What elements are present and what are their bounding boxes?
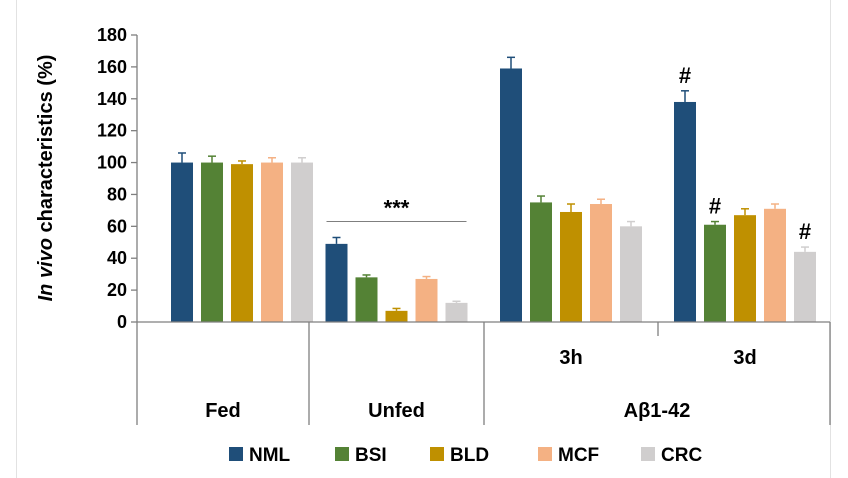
bar bbox=[415, 278, 438, 322]
bar bbox=[231, 164, 253, 322]
group-label: Unfed bbox=[368, 400, 425, 422]
annotations: *** # # # bbox=[326, 63, 811, 244]
y-tick-label: 180 bbox=[97, 25, 127, 45]
bar bbox=[620, 226, 642, 322]
y-axis-label-italic: In vivo bbox=[35, 238, 57, 301]
legend-label: CRC bbox=[661, 445, 702, 466]
legend-swatch bbox=[229, 447, 243, 461]
y-axis-ticks: 0 20 40 60 80 100 120 140 160 180 bbox=[97, 25, 138, 332]
bars bbox=[171, 68, 816, 322]
bar bbox=[171, 162, 193, 322]
y-tick-label: 140 bbox=[97, 89, 127, 109]
bar bbox=[291, 162, 313, 322]
significance-marker: *** bbox=[384, 196, 410, 221]
x-axis: 3h 3d Fed Unfed Aβ1-42 bbox=[136, 321, 831, 425]
group-label: Aβ1-42 bbox=[624, 400, 691, 422]
legend-label: NML bbox=[249, 445, 291, 466]
bar bbox=[355, 277, 378, 322]
bar bbox=[704, 224, 726, 322]
group-label: Fed bbox=[205, 400, 241, 422]
frame-left-border bbox=[16, 0, 17, 478]
y-tick-label: 0 bbox=[117, 312, 127, 332]
legend-swatch bbox=[538, 447, 552, 461]
y-axis-label: In vivo characteristics (%) bbox=[35, 55, 57, 302]
legend-swatch bbox=[430, 447, 444, 461]
bar bbox=[445, 302, 468, 322]
bar bbox=[261, 162, 283, 322]
hash-marker: # bbox=[709, 194, 721, 219]
y-tick-label: 20 bbox=[107, 280, 127, 300]
bar bbox=[764, 208, 786, 322]
y-axis-title: In vivo characteristics (%) bbox=[35, 55, 57, 302]
legend-swatch bbox=[641, 447, 655, 461]
y-tick-label: 60 bbox=[107, 216, 127, 236]
y-tick-label: 80 bbox=[107, 184, 127, 204]
y-tick-label: 120 bbox=[97, 121, 127, 141]
subgroup-label: 3h bbox=[559, 347, 582, 369]
hash-marker: # bbox=[679, 63, 691, 88]
y-axis-label-rest: characteristics (%) bbox=[35, 55, 57, 238]
bar bbox=[201, 162, 223, 322]
legend-swatch bbox=[335, 447, 349, 461]
error-bars bbox=[178, 56, 809, 311]
subgroup-label: 3d bbox=[733, 347, 756, 369]
hash-marker: # bbox=[799, 219, 811, 244]
bar bbox=[560, 211, 582, 322]
legend-label: BLD bbox=[450, 445, 489, 466]
legend-label: MCF bbox=[558, 445, 599, 466]
bar bbox=[590, 204, 612, 322]
legend: NML BSI BLD MCF CRC bbox=[229, 445, 702, 466]
legend-label: BSI bbox=[355, 445, 387, 466]
bar bbox=[530, 202, 552, 322]
y-tick-label: 160 bbox=[97, 57, 127, 77]
frame-right-border bbox=[830, 0, 831, 478]
bar bbox=[325, 243, 348, 322]
bar bbox=[385, 310, 408, 322]
bar bbox=[794, 251, 816, 322]
bar bbox=[734, 215, 756, 322]
y-tick-label: 40 bbox=[107, 248, 127, 268]
bar bbox=[500, 68, 522, 322]
y-tick-label: 100 bbox=[97, 153, 127, 173]
bar bbox=[674, 101, 696, 322]
